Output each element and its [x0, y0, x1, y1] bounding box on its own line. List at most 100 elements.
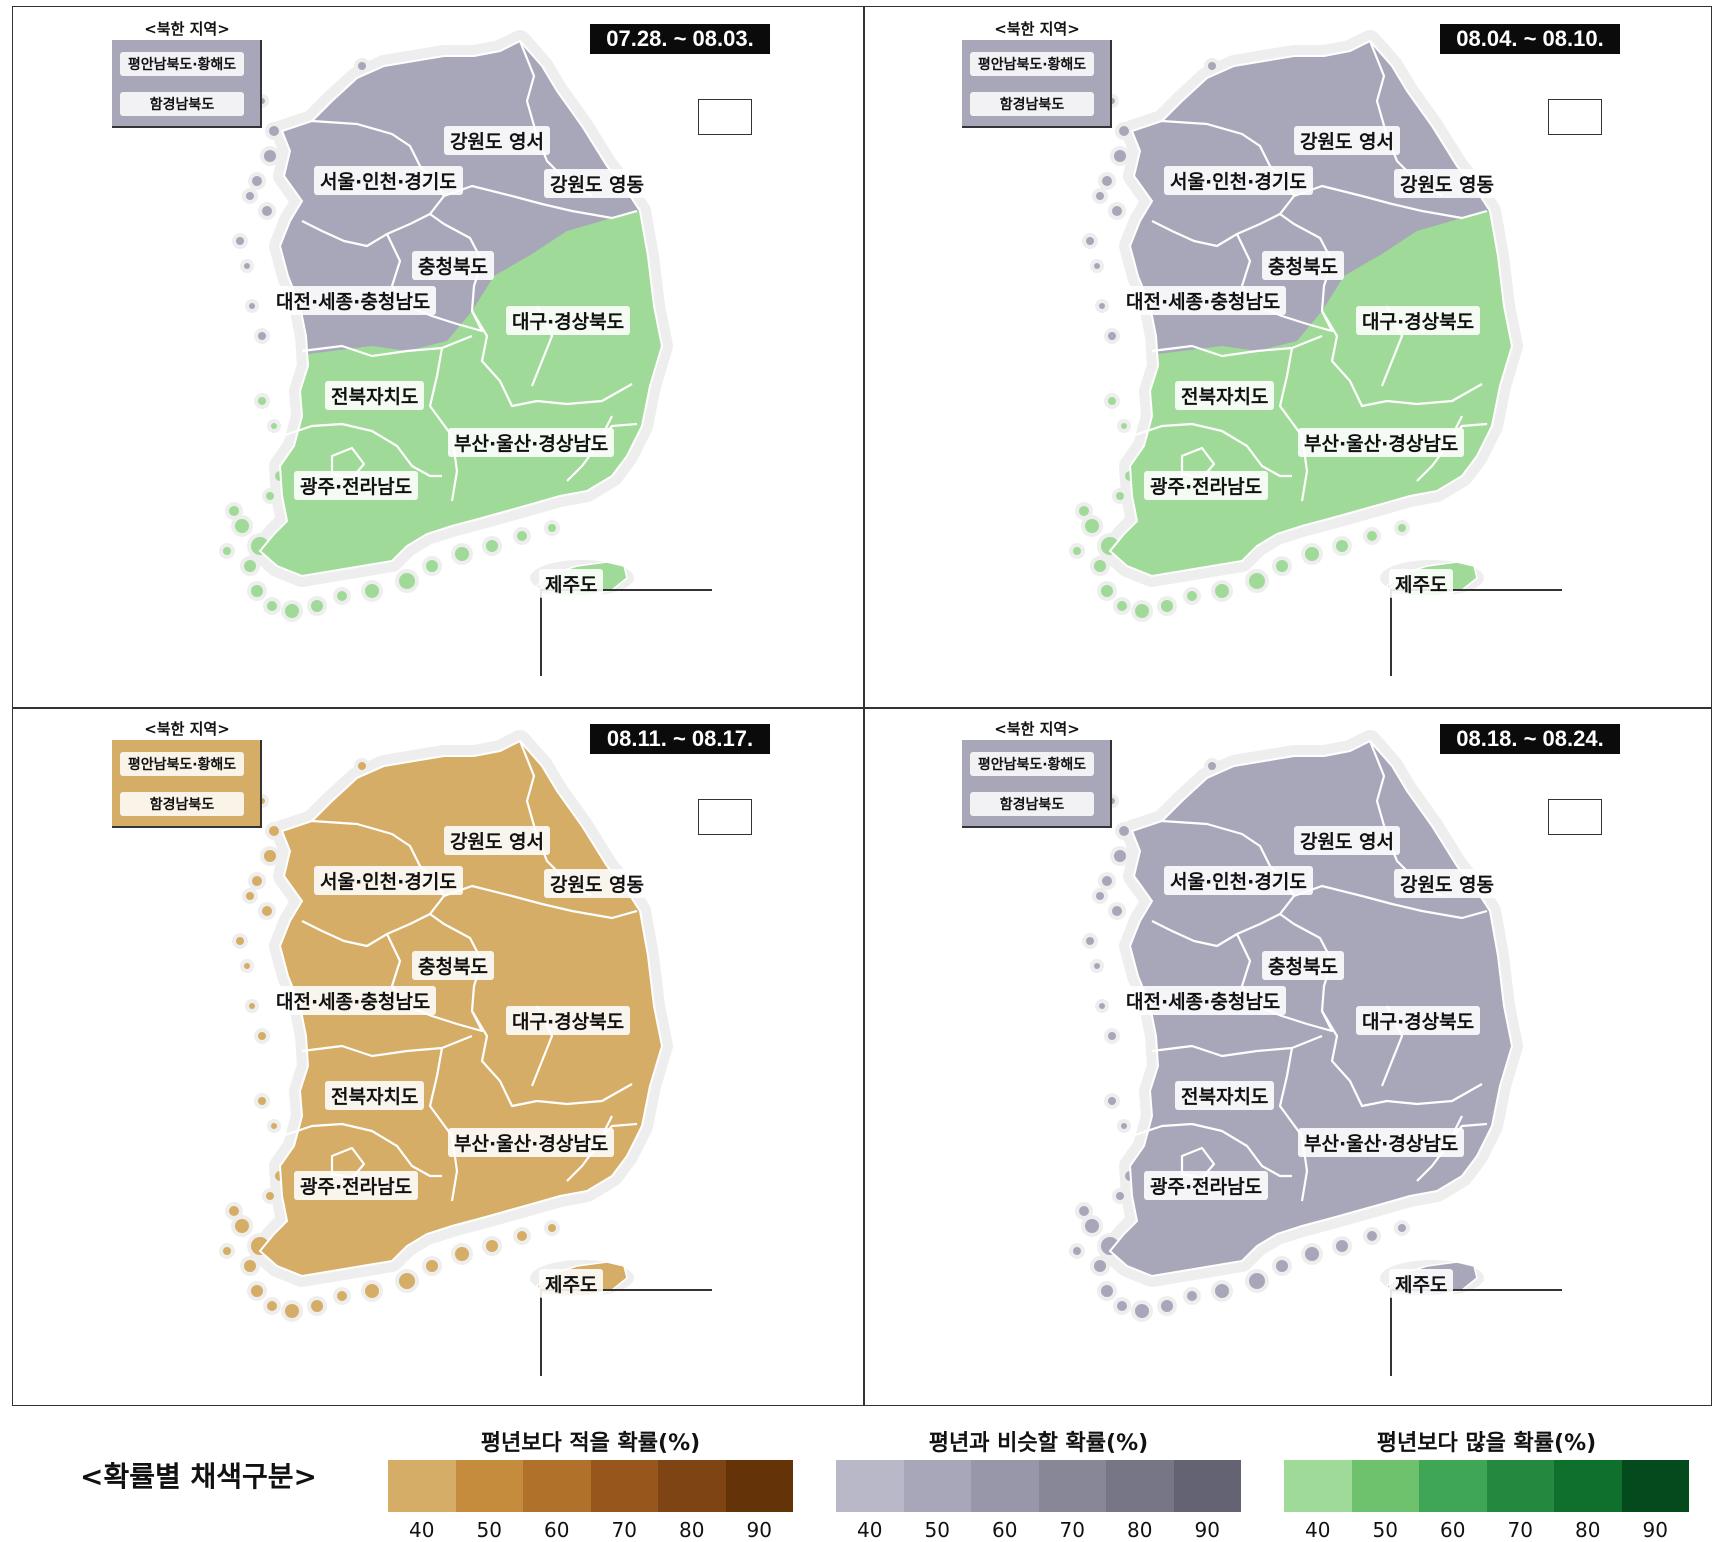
legend-swatch: [455, 1460, 523, 1512]
jeju-inset-frame: [540, 589, 712, 676]
legend-title: <확률별 채색구분>: [80, 1460, 317, 1493]
region-label-gangwon-yeongseo: 강원도 영서: [444, 826, 551, 855]
legend-tick-label: 70: [1059, 1518, 1085, 1542]
legend-swatch: [1351, 1460, 1419, 1512]
region-label-daejeon-sejong-chungnam: 대전·세종·충청남도: [1120, 986, 1287, 1015]
legend-tick-label: 60: [992, 1518, 1018, 1542]
region-label-gangwon-yeongdong: 강원도 영동: [544, 169, 651, 198]
north-korea-title: <북한 지역>: [994, 20, 1080, 38]
region-label-gangwon-yeongseo: 강원도 영서: [1294, 826, 1401, 855]
legend-tick-label: 90: [746, 1518, 772, 1542]
ulleungdo-inset: [1548, 799, 1602, 835]
legend-tick-label: 50: [476, 1518, 502, 1542]
legend-tick-label: 80: [1575, 1518, 1601, 1542]
legend-swatch: [590, 1460, 658, 1512]
north-korea-region-label: 함경남북도: [120, 92, 244, 116]
region-label-gangwon-yeongdong: 강원도 영동: [544, 869, 651, 898]
legend-tick-label: 70: [1507, 1518, 1533, 1542]
north-korea-title: <북한 지역>: [144, 720, 230, 738]
forecast-period-badge: 07.28. ~ 08.03.: [590, 24, 770, 54]
region-label-busan-ulsan-gyeongnam: 부산·울산·경상남도: [1298, 1128, 1465, 1157]
region-label-jeju: 제주도: [1389, 569, 1454, 598]
legend-swatch: [658, 1460, 726, 1512]
legend-tick-label: 70: [611, 1518, 637, 1542]
legend-group-title: 평년보다 적을 확률(%): [480, 1431, 701, 1456]
region-label-daejeon-sejong-chungnam: 대전·세종·충청남도: [1120, 286, 1287, 315]
region-label-gangwon-yeongdong: 강원도 영동: [1394, 869, 1501, 898]
legend-swatch: [1106, 1460, 1174, 1512]
region-label-busan-ulsan-gyeongnam: 부산·울산·경상남도: [448, 1128, 615, 1157]
legend-group-title: 평년보다 많을 확률(%): [1376, 1431, 1597, 1456]
legend-swatch: [1621, 1460, 1689, 1512]
region-label-seoul-incheon-gyeonggi: 서울·인천·경기도: [1164, 166, 1313, 195]
legend-swatch: [903, 1460, 971, 1512]
legend-swatch: [971, 1460, 1039, 1512]
north-korea-title: <북한 지역>: [144, 20, 230, 38]
region-label-jeju: 제주도: [1389, 1269, 1454, 1298]
forecast-panel: <북한 지역> 평안남북도·황해도 함경남북도 08.18. ~ 08.24. 강원도 …: [862, 706, 1712, 1406]
legend-swatch: [725, 1460, 793, 1512]
region-label-daejeon-sejong-chungnam: 대전·세종·충청남도: [270, 986, 437, 1015]
region-label-jeonbuk: 전북자치도: [325, 381, 425, 410]
legend-tick-label: 50: [924, 1518, 950, 1542]
legend-group: 평년과 비슷할 확률(%) 40 50 60 70 80 90: [836, 1425, 1241, 1542]
region-label-seoul-incheon-gyeonggi: 서울·인천·경기도: [1164, 866, 1313, 895]
legend-swatch: [1419, 1460, 1487, 1512]
legend-swatch: [1284, 1460, 1352, 1512]
legend-tick-label: 80: [1127, 1518, 1153, 1542]
forecast-period-badge: 08.11. ~ 08.17.: [590, 724, 770, 754]
grid-divider-horizontal: [13, 707, 1711, 709]
north-korea-box: <북한 지역> 평안남북도·황해도 함경남북도: [962, 718, 1112, 828]
jeju-inset-frame: [540, 1289, 712, 1376]
region-label-chungbuk: 충청북도: [412, 251, 494, 280]
legend-swatch: [1038, 1460, 1106, 1512]
north-korea-fill: 평안남북도·황해도 함경남북도: [962, 740, 1112, 828]
legend-tick-label: 80: [679, 1518, 705, 1542]
north-korea-region-label: 평안남북도·황해도: [120, 752, 244, 776]
region-label-seoul-incheon-gyeonggi: 서울·인천·경기도: [314, 866, 463, 895]
legend-tick-label: 40: [1305, 1518, 1331, 1542]
region-label-gwangju-jeonnam: 광주·전라남도: [1144, 1171, 1269, 1200]
region-label-seoul-incheon-gyeonggi: 서울·인천·경기도: [314, 166, 463, 195]
legend-color-scale: [388, 1460, 793, 1512]
legend-tick-label: 90: [1642, 1518, 1668, 1542]
north-korea-region-label: 함경남북도: [970, 92, 1094, 116]
region-label-gwangju-jeonnam: 광주·전라남도: [294, 471, 419, 500]
legend-swatch: [1486, 1460, 1554, 1512]
north-korea-region-label: 평안남북도·황해도: [120, 52, 244, 76]
legend-group-title: 평년과 비슷할 확률(%): [928, 1431, 1149, 1456]
region-label-daegu-gyeongbuk: 대구·경상북도: [1356, 306, 1481, 335]
grid-divider-vertical: [863, 7, 865, 1405]
north-korea-region-label: 함경남북도: [970, 792, 1094, 816]
ulleungdo-inset: [698, 799, 752, 835]
region-label-jeonbuk: 전북자치도: [325, 1081, 425, 1110]
north-korea-region-label: 평안남북도·황해도: [970, 52, 1094, 76]
forecast-period-badge: 08.04. ~ 08.10.: [1440, 24, 1620, 54]
region-label-busan-ulsan-gyeongnam: 부산·울산·경상남도: [448, 428, 615, 457]
region-label-daegu-gyeongbuk: 대구·경상북도: [506, 1006, 631, 1035]
region-label-daegu-gyeongbuk: 대구·경상북도: [506, 306, 631, 335]
ulleungdo-inset: [1548, 99, 1602, 135]
map-grid: [12, 6, 1712, 1406]
ulleungdo-inset: [698, 99, 752, 135]
north-korea-region-label: 함경남북도: [120, 792, 244, 816]
legend-swatch: [1554, 1460, 1622, 1512]
region-label-jeonbuk: 전북자치도: [1175, 381, 1275, 410]
region-label-gangwon-yeongseo: 강원도 영서: [444, 126, 551, 155]
legend-tick-label: 40: [409, 1518, 435, 1542]
legend-group: 평년보다 많을 확률(%) 40 50 60 70 80 90: [1284, 1425, 1689, 1542]
region-label-jeju: 제주도: [539, 1269, 604, 1298]
north-korea-title: <북한 지역>: [994, 720, 1080, 738]
region-label-gangwon-yeongseo: 강원도 영서: [1294, 126, 1401, 155]
region-label-gwangju-jeonnam: 광주·전라남도: [1144, 471, 1269, 500]
legend-tick-label: 90: [1194, 1518, 1220, 1542]
region-label-chungbuk: 충청북도: [1262, 951, 1344, 980]
legend-tick-label: 50: [1372, 1518, 1398, 1542]
legend-swatch: [523, 1460, 591, 1512]
legend-tick-label: 60: [544, 1518, 570, 1542]
